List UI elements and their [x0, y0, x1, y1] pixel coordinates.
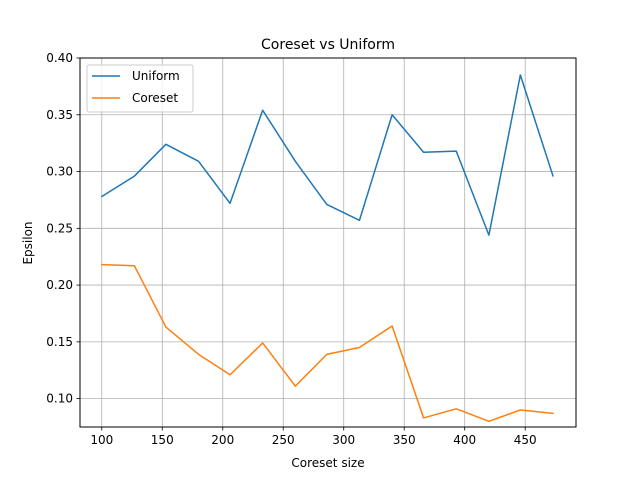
x-tick-label: 450: [514, 433, 537, 447]
y-tick-label: 0.30: [46, 165, 73, 179]
x-tick-label: 150: [151, 433, 174, 447]
x-tick-label: 300: [332, 433, 355, 447]
y-axis-label: Epsilon: [21, 221, 35, 264]
legend-label-coreset: Coreset: [132, 91, 178, 105]
series-line-uniform: [101, 74, 554, 236]
x-tick-label: 350: [393, 433, 416, 447]
series-lines: [101, 74, 554, 423]
x-tick-label: 400: [453, 433, 476, 447]
y-tick-label: 0.10: [46, 392, 73, 406]
y-tick-label: 0.15: [46, 335, 73, 349]
chart-title: Coreset vs Uniform: [261, 37, 395, 53]
legend: Uniform Coreset: [86, 64, 194, 113]
x-axis-label: Coreset size: [291, 456, 364, 470]
y-tick-label: 0.20: [46, 278, 73, 292]
x-tick-label: 100: [90, 433, 113, 447]
y-tick-label: 0.40: [46, 51, 73, 65]
y-tick-label: 0.35: [46, 108, 73, 122]
legend-label-uniform: Uniform: [132, 69, 180, 83]
x-axis-ticks: 100 150 200 250 300 350 400 450: [90, 427, 537, 447]
x-tick-label: 200: [211, 433, 234, 447]
axes-frame: [79, 57, 577, 428]
y-tick-label: 0.25: [46, 221, 73, 235]
grid-lines: [80, 57, 576, 427]
series-line-coreset: [101, 263, 554, 423]
x-tick-label: 250: [272, 433, 295, 447]
y-axis-ticks: 0.10 0.15 0.20 0.25 0.30 0.35 0.40: [46, 51, 80, 406]
